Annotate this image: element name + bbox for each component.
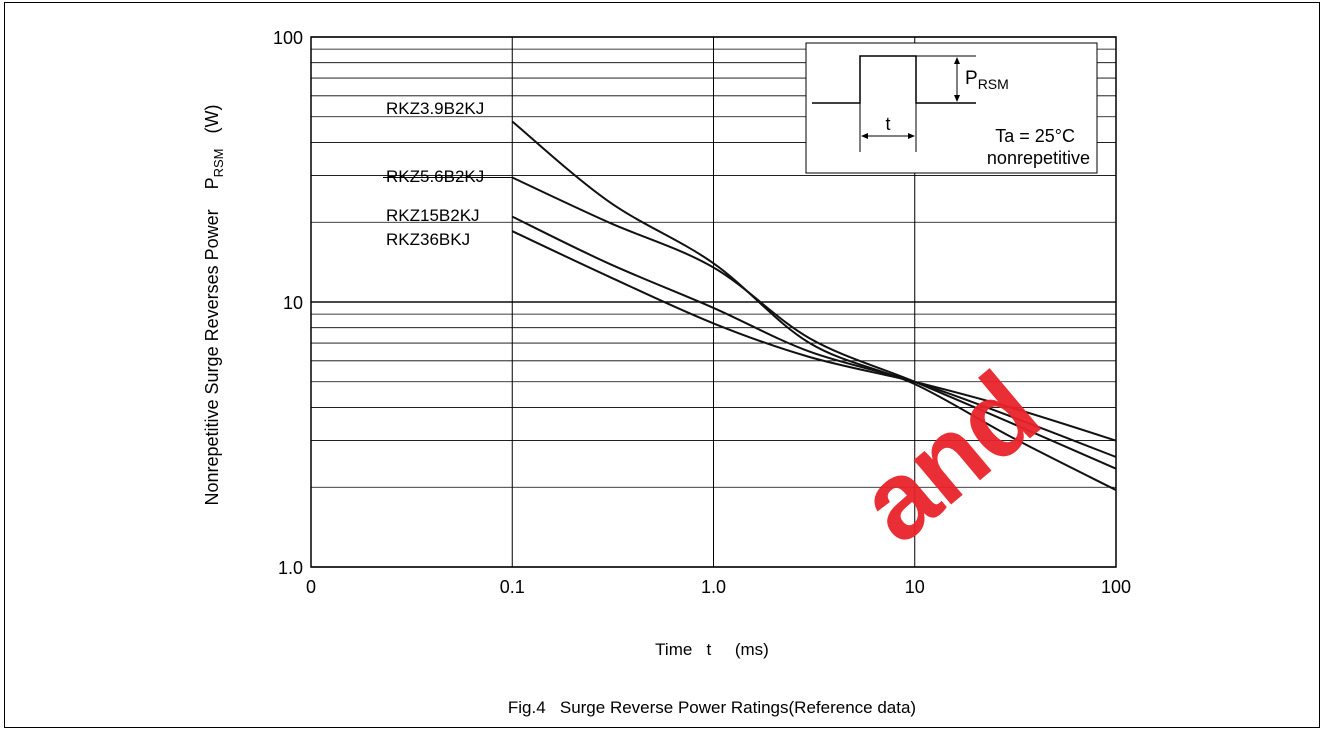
y-tick-label: 10 (283, 293, 303, 313)
series-label: RKZ3.9B2KJ (386, 99, 484, 118)
inset-condition-temp: Ta = 25°C (995, 126, 1075, 146)
pulse-inset: PRSM t Ta = 25°C nonrepetitive (805, 42, 1098, 174)
series-label: RKZ5.6B2KJ (386, 167, 484, 186)
inset-t-label: t (885, 114, 890, 134)
inset-box (805, 42, 1098, 174)
inset-condition-type: nonrepetitive (987, 148, 1090, 168)
y-tick-label: 100 (273, 28, 303, 48)
series-line (511, 215, 1117, 458)
x-tick-label: 1.0 (701, 577, 726, 597)
x-tick-label: 10 (905, 577, 925, 597)
amplitude-arrowhead-top (954, 57, 960, 64)
series-line (511, 230, 1117, 442)
grid (310, 36, 1117, 568)
pulse-waveform (812, 55, 976, 104)
tick-labels: 0 0.1 1.0 10 100 1.0 10 100 (273, 28, 1131, 597)
series-labels: RKZ3.9B2KJ RKZ5.6B2KJ RKZ15B2KJ RKZ36BKJ (383, 99, 513, 249)
series-line (511, 120, 1117, 491)
width-arrowhead-right (908, 133, 915, 139)
inset-prsm-label: PRSM (965, 68, 1009, 92)
x-tick-label: 0 (306, 577, 316, 597)
series-label: RKZ15B2KJ (386, 206, 480, 225)
y-tick-label: 1.0 (278, 558, 303, 578)
x-tick-label: 0.1 (500, 577, 525, 597)
plot-area-border (310, 36, 1117, 568)
figure-frame (4, 2, 1320, 728)
series-line (511, 176, 1117, 470)
figure-caption: Fig.4 Surge Reverse Power Ratings(Refere… (508, 698, 916, 717)
x-axis-title: Time t (ms) (655, 640, 769, 659)
width-arrowhead-left (861, 133, 868, 139)
series-label: RKZ36BKJ (386, 230, 470, 249)
amplitude-arrowhead-bottom (954, 95, 960, 102)
series-lines (511, 120, 1117, 491)
x-tick-label: 100 (1101, 577, 1131, 597)
y-axis-title: Nonrepetitive Surge Reverses Power PRSM … (202, 104, 226, 505)
